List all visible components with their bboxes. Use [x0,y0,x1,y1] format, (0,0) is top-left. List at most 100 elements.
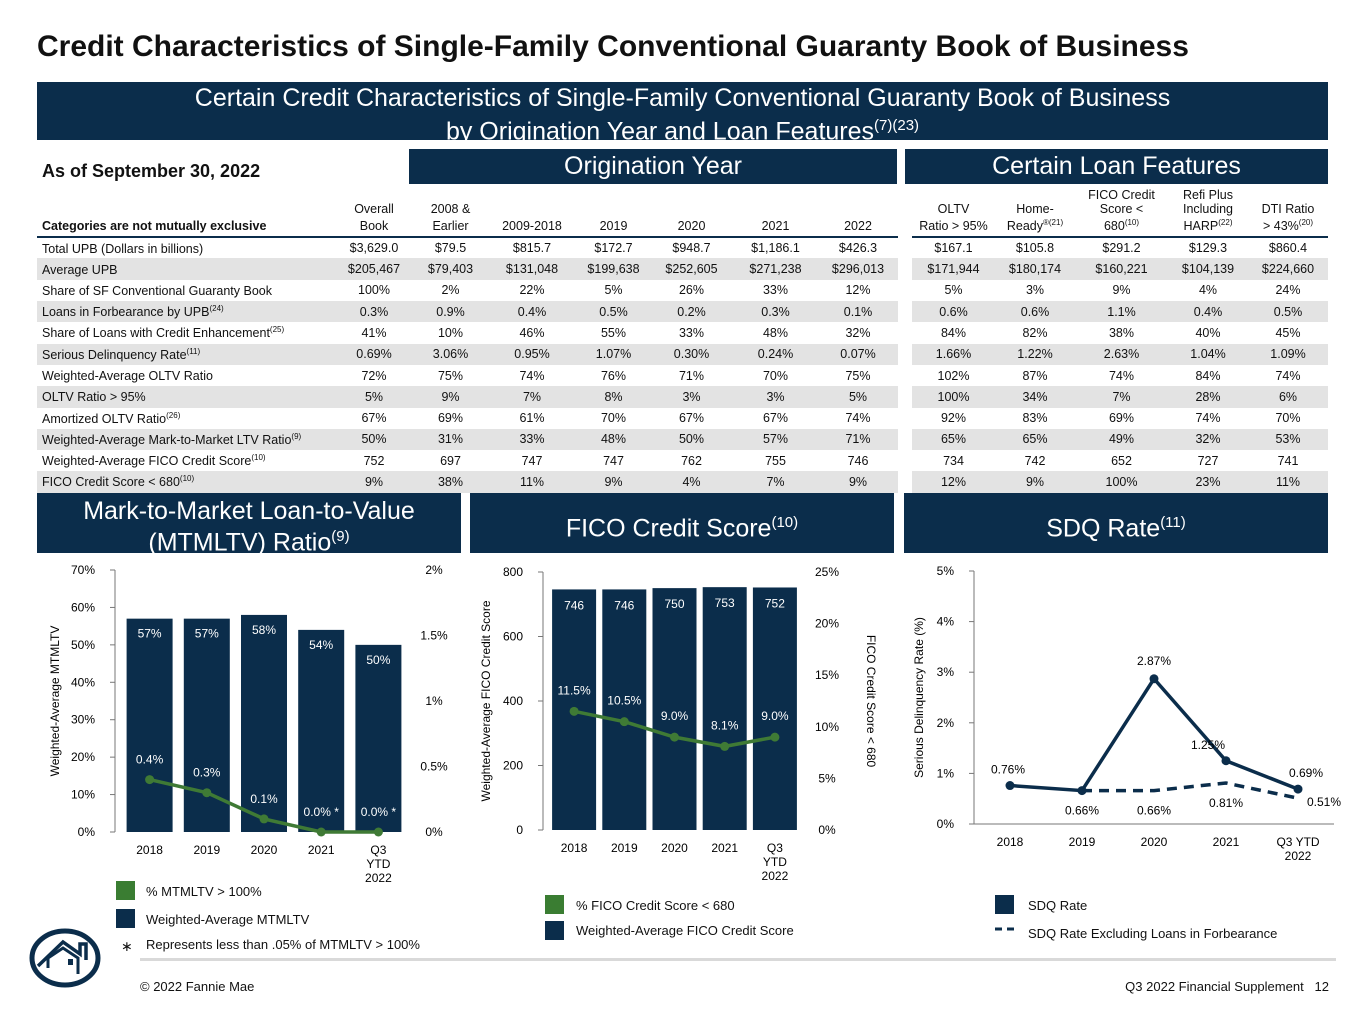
table-cell: 50% [650,428,733,451]
table-cell: $172.7 [594,241,633,256]
table-gap [898,237,912,259]
sdq-rate-label: 0.66% [1065,804,1099,818]
table-gap [898,279,912,302]
table-cell: 0.1% [818,301,898,323]
row-label-text: Weighted-Average Mark-to-Market LTV Rati… [42,433,292,448]
column-header: Overall Book [334,188,414,239]
table-cell: 28% [1168,386,1248,408]
bar-value-label: 753 [715,596,735,610]
table-corner-label: Categories are not mutually exclusive [37,188,334,239]
table-gap [898,322,912,344]
table-cell: 0.30% [650,343,733,365]
table-cell: 3% [733,386,818,408]
y-tick-label: 3% [937,665,955,679]
table-cell: 5% [818,386,898,408]
y-tick-label: 30% [71,713,95,727]
as-of-date: As of September 30, 2022 [42,161,261,181]
column-header-line-2: 2020 [652,216,731,233]
column-header-line-1: OLTV [937,202,970,216]
table-cell: 727 [1197,453,1219,468]
y2-tick-label: 1% [425,694,443,708]
table-cell: 100% [912,386,995,408]
x-tick-label: 2018 [136,843,163,857]
bar [602,589,647,830]
column-header-line-1: FICO Credit Score < [1088,188,1155,216]
column-header-text: 680 [1103,219,1125,234]
supplement-footer: Q3 2022 Financial Supplement 12 [1125,979,1329,994]
table-cell: 67% [361,411,387,426]
line-value-label: 9.0% [761,709,789,723]
table-gap [898,258,912,280]
y-tick-label: 400 [503,694,523,708]
bar-value-label: 752 [765,596,785,610]
row-label-text: Average UPB [42,262,118,277]
table-cell: $160,221 [1075,258,1168,280]
table-cell: $205,467 [334,258,414,280]
table-cell: 0.3% [334,301,414,323]
y-axis-title: Weighted-Average FICO Credit Score [479,600,493,801]
sdq-section-title: SDQ Rate [1046,514,1161,543]
table-row: Weighted-Average OLTV Ratio 72% 75% 74% 76% 7… [37,364,1328,387]
y2-tick-label: 10% [815,720,839,734]
table-cell: 23% [1168,471,1248,493]
x-tick-label: 2020 [1141,835,1168,849]
x-tick-label: Q3 [767,841,783,855]
line-point [619,717,629,727]
bar-value-label: 750 [664,597,684,611]
table-cell: 0.6% [912,301,995,323]
y-tick-label: 10% [71,788,95,802]
table-cell: 32% [1168,428,1248,451]
y-tick-label: 50% [71,638,95,652]
row-label: Average UPB [37,258,334,280]
bar [355,644,402,832]
column-header-line-2: Ratio > 95% [914,216,993,233]
column-header: Home- Ready®(21) [995,188,1075,239]
column-header-line-2: Earlier [416,216,485,233]
table-cell: 652 [1111,453,1132,468]
table-cell: 70% [600,411,627,426]
table-cell: 0.07% [818,343,898,365]
column-header: FICO Credit Score <680(10) [1075,188,1168,239]
table-cell: 7% [487,386,577,408]
line-point [202,788,212,798]
table-cell: 2% [441,283,460,298]
table-cell: $79,403 [414,258,487,280]
x-tick-label: 2021 [308,843,335,857]
sdq-chart: 0% 1% 2% 3% 4% 5% Serious Delinquency Rate (%)… [912,564,1341,863]
table-cell: $815.7 [512,241,552,256]
row-label-text: FICO Credit Score < 680 [42,475,180,490]
column-header-text: 2020 [677,219,706,234]
column-header-line-2: 2021 [735,216,816,233]
table-cell: $296,013 [818,258,898,280]
table-cell: 65% [912,428,995,451]
table-row: OLTV Ratio > 95% 5% 9% 7% 8% 3% 3% 5% 100% 34% 7% 2… [37,386,1328,408]
table-cell: 87% [1022,368,1048,383]
y-tick-label: 2% [937,716,955,730]
bar [702,587,747,830]
table-cell: 84% [940,325,967,340]
row-label: FICO Credit Score < 680(10) [37,471,334,493]
table-cell: 9% [577,471,650,493]
table-header-row: Categories are not mutually exclusive Ove… [37,188,1328,239]
y2-tick-label: 1.5% [420,629,448,643]
table-cell: $105.8 [1015,241,1055,256]
row-label: Share of Loans with Credit Enhancement(2… [37,322,334,343]
table-gap [898,343,912,365]
table-cell: 11% [1248,471,1328,493]
table-cell: 50% [334,428,414,451]
table-gap [898,188,912,238]
credit-characteristics-table: Categories are not mutually exclusive Ove… [37,188,1328,493]
y2-tick-label: 5% [818,771,836,785]
table-cell: 83% [1022,411,1048,426]
row-label: Serious Delinquency Rate(11) [37,343,334,365]
y2-tick-label: 0% [818,823,836,837]
table-cell: 55% [600,325,627,340]
table-cell: 75% [437,368,464,383]
table-cell: $291.2 [1102,241,1141,256]
y-tick-label: 0 [516,823,523,837]
bar [752,587,797,830]
row-label: Weighted-Average Mark-to-Market LTV Rati… [37,428,334,451]
row-label: Share of SF Conventional Guaranty Book [37,280,334,301]
footer-divider [140,958,1336,961]
table-cell: 741 [1277,453,1299,468]
